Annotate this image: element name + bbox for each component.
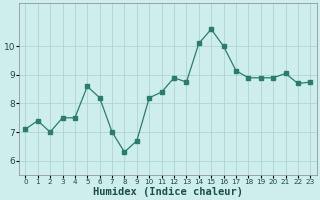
X-axis label: Humidex (Indice chaleur): Humidex (Indice chaleur) xyxy=(93,186,243,197)
